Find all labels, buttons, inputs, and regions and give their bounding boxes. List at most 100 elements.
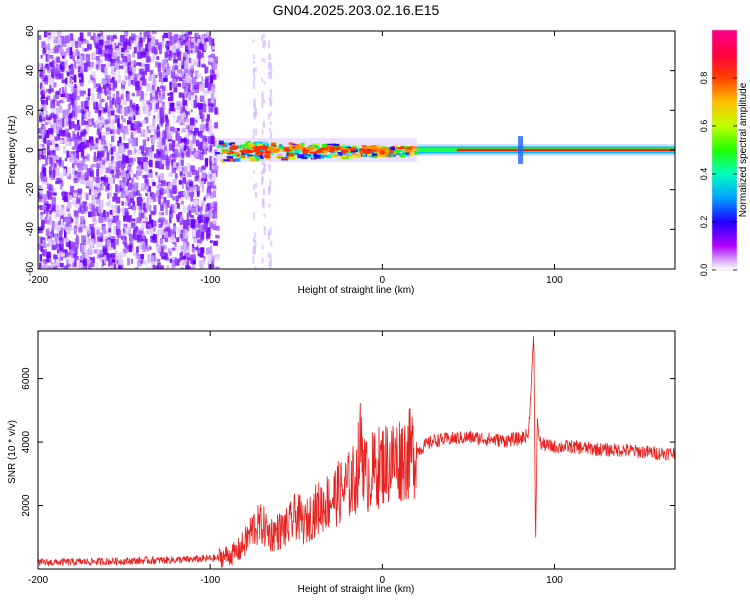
heatmap-cell xyxy=(221,148,228,152)
heatmap-cell xyxy=(65,128,69,138)
heatmap-cell xyxy=(211,124,217,129)
heatmap-cell xyxy=(78,40,82,48)
heatmap-cell xyxy=(148,246,152,250)
heatmap-cell xyxy=(177,100,181,105)
heatmap-cell xyxy=(213,99,216,107)
heatmap-cell xyxy=(77,171,81,178)
heatmap-cell xyxy=(53,254,59,260)
heatmap-cell xyxy=(134,266,139,269)
heatmap-cell xyxy=(194,127,199,133)
heatmap-cell xyxy=(51,60,55,69)
heatmap-cell xyxy=(207,247,211,255)
heatmap-cell xyxy=(155,190,160,197)
heatmap-cell xyxy=(158,228,164,236)
heatmap-cell xyxy=(279,145,284,150)
heatmap-cell xyxy=(61,79,66,84)
heatmap-cell xyxy=(196,141,200,145)
heatmap-cell xyxy=(120,182,124,189)
heatmap-cell xyxy=(46,180,49,185)
heatmap-cell xyxy=(263,153,271,158)
heatmap-cell xyxy=(136,103,139,111)
heatmap-cell xyxy=(107,192,112,198)
heatmap-cell xyxy=(156,245,162,253)
heatmap-cell xyxy=(48,88,52,94)
heatmap-cell xyxy=(98,192,101,197)
heatmap-cell xyxy=(93,249,99,254)
heatmap-cell xyxy=(125,196,130,201)
heatmap-cell xyxy=(64,51,67,57)
heatmap-cell xyxy=(85,193,89,201)
heatmap-cell xyxy=(96,169,99,177)
heatmap-cell xyxy=(64,92,68,99)
heatmap-cell xyxy=(145,48,150,57)
heatmap-cell xyxy=(133,173,137,178)
heatmap-cell xyxy=(157,42,162,48)
heatmap-cell xyxy=(59,184,63,190)
heatmap-cell xyxy=(138,68,144,75)
heatmap-cell xyxy=(158,151,163,158)
heatmap-cell xyxy=(72,98,78,108)
heatmap-cell xyxy=(107,75,111,83)
heatmap-cell xyxy=(71,146,76,151)
heatmap-cell xyxy=(60,118,65,128)
heatmap-cell xyxy=(68,226,72,231)
heatmap-cell xyxy=(39,115,42,122)
heatmap-cell xyxy=(62,55,65,59)
heatmap-cell xyxy=(46,183,51,190)
heatmap-cell xyxy=(98,110,101,118)
heatmap-cell xyxy=(121,184,126,189)
heatmap-cell xyxy=(184,51,188,59)
heatmap-cell xyxy=(110,58,116,63)
heatmap-cell xyxy=(203,222,208,231)
heatmap-cell xyxy=(81,60,84,70)
heatmap-cell xyxy=(263,58,266,63)
heatmap-cell xyxy=(73,246,77,256)
heatmap-cell xyxy=(74,84,77,91)
heatmap-cell xyxy=(155,174,160,179)
heatmap-cell xyxy=(112,126,116,136)
heatmap-cell xyxy=(204,79,209,88)
heatmap-cell xyxy=(71,218,74,223)
heatmap-cell xyxy=(142,48,147,55)
heatmap-cell xyxy=(68,240,71,249)
heatmap-cell xyxy=(372,154,378,159)
heatmap-cell xyxy=(108,177,114,184)
heatmap-cell xyxy=(274,147,281,152)
heatmap-cell xyxy=(173,231,176,239)
heatmap-cell xyxy=(164,245,167,250)
heatmap-cell xyxy=(202,102,206,107)
heatmap-cell xyxy=(86,127,89,131)
heatmap-cell xyxy=(107,221,112,229)
heatmap-cell xyxy=(186,187,191,191)
heatmap-cell xyxy=(141,233,145,239)
heatmap-cell xyxy=(68,255,72,263)
heatmap-cell xyxy=(208,257,212,265)
heatmap-cell xyxy=(195,32,200,38)
heatmap-cell xyxy=(300,142,305,146)
heatmap-cell xyxy=(61,129,66,137)
heatmap-cell xyxy=(68,122,72,130)
heatmap-cell xyxy=(181,60,184,68)
heatmap-cell xyxy=(40,55,43,59)
heatmap-cell xyxy=(175,203,180,209)
snr-x-label: Height of straight line (km) xyxy=(298,584,415,595)
heatmap-cell xyxy=(208,57,213,62)
heatmap-cell xyxy=(303,154,310,157)
heatmap-cell xyxy=(262,167,265,174)
heatmap-cell xyxy=(167,92,172,96)
heatmap-cell xyxy=(178,76,183,82)
heatmap-cell xyxy=(88,203,94,210)
heatmap-cell xyxy=(104,119,109,125)
heatmap-cell xyxy=(169,39,173,47)
heatmap-cell xyxy=(259,151,265,154)
heatmap-cell xyxy=(66,167,71,175)
heatmap-cell xyxy=(165,139,170,146)
heatmap-cell xyxy=(118,257,123,264)
heatmap-cell xyxy=(213,165,219,171)
heatmap-cell xyxy=(268,61,271,70)
heatmap-cell xyxy=(79,195,82,200)
heatmap-cell xyxy=(50,192,55,196)
heatmap-cell xyxy=(40,127,45,136)
heatmap-cell xyxy=(164,252,168,260)
heatmap-cell xyxy=(167,248,172,254)
